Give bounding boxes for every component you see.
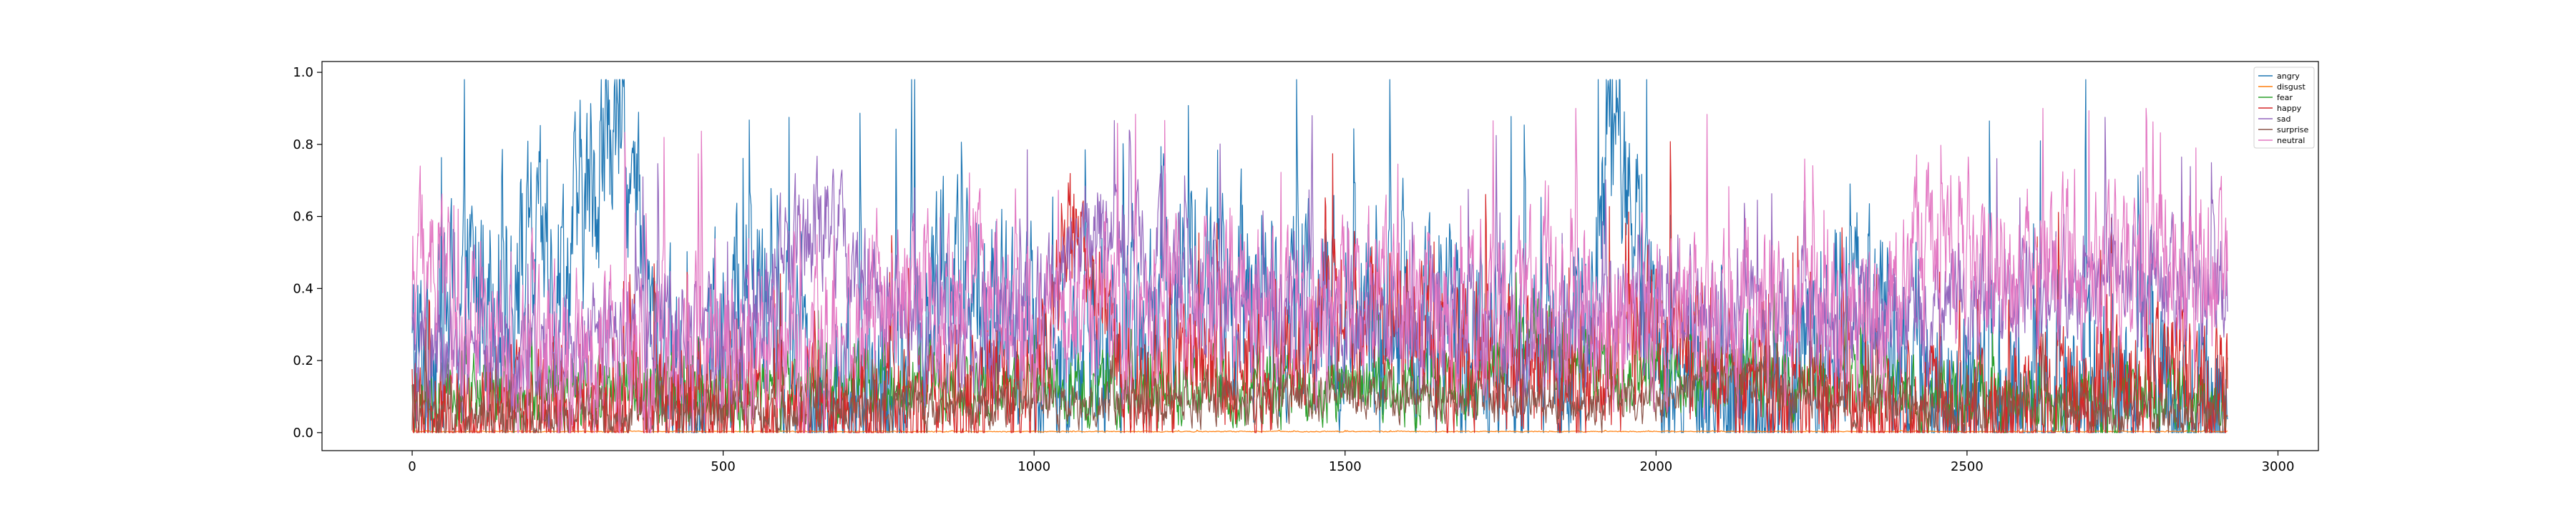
plot-frame — [321, 61, 2319, 451]
x-tick-label: 500 — [711, 459, 735, 474]
x-tick-label: 1500 — [1329, 459, 1362, 474]
y-tick-label: 0.6 — [293, 210, 313, 225]
legend-label-happy: happy — [2277, 104, 2302, 113]
y-tick-label: 0.4 — [293, 281, 313, 296]
y-tick-label: 0.2 — [293, 353, 313, 368]
y-tick-label: 0.8 — [293, 137, 313, 152]
x-tick-label: 0 — [408, 459, 416, 474]
series-line-surprise — [411, 333, 2228, 433]
legend-label-surprise: surprise — [2277, 125, 2309, 134]
y-axis: 0.0 0.2 0.4 0.6 0.8 1.0 — [293, 65, 322, 441]
legend-label-disgust: disgust — [2277, 82, 2306, 92]
x-tick-label: 2500 — [1951, 459, 1984, 474]
series-line-disgust — [411, 429, 2228, 433]
legend-label-sad: sad — [2277, 114, 2290, 124]
series-line-neutral — [411, 107, 2228, 433]
legend-label-neutral: neutral — [2277, 136, 2305, 145]
series-layer — [411, 79, 2228, 433]
y-tick-label: 1.0 — [293, 65, 313, 80]
legend-label-fear: fear — [2277, 93, 2293, 102]
x-tick-label: 1000 — [1018, 459, 1050, 474]
x-axis: 0 500 1000 1500 2000 2500 3000 — [408, 451, 2294, 474]
x-tick-label: 2000 — [1639, 459, 1672, 474]
x-tick-label: 3000 — [2262, 459, 2295, 474]
legend-box — [2253, 67, 2315, 149]
series-line-sad — [411, 115, 2228, 429]
legend-label-angry: angry — [2277, 72, 2300, 81]
y-tick-label: 0.0 — [293, 426, 313, 441]
